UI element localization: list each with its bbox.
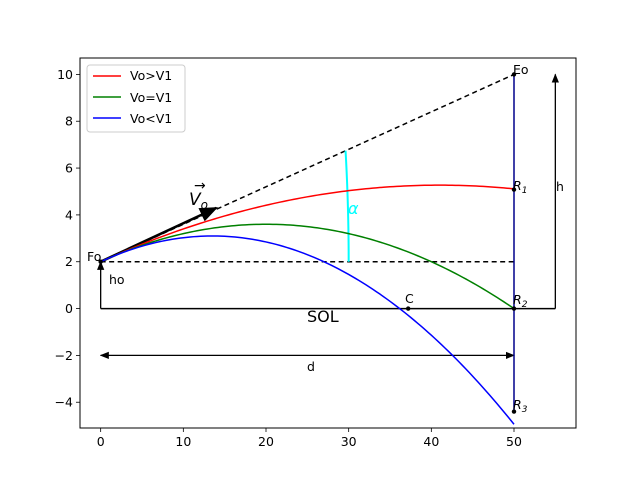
y-axis: −4 −2 0 2 4 6 8 10 (55, 67, 80, 410)
point-r3 (511, 409, 517, 414)
series-line-0 (100, 184, 515, 263)
label-r2-main: R (513, 292, 522, 307)
legend: Vo>V1 Vo=V1 Vo<V1 (86, 64, 186, 133)
legend-label-2: Vo<V1 (130, 111, 172, 126)
x-tick-label: 30 (341, 434, 357, 449)
x-tick-label: 20 (258, 434, 274, 449)
x-tick-label: 50 (506, 434, 522, 449)
label-c: C (405, 291, 414, 306)
label-r2-sub: 2 (522, 300, 528, 310)
label-r2: R2 (513, 292, 528, 310)
point-r1 (511, 187, 517, 192)
legend-box (86, 64, 186, 133)
x-tick-label: 0 (97, 434, 105, 449)
label-h: h (556, 179, 564, 194)
series-line-2 (100, 235, 515, 425)
plot-area (97, 72, 559, 425)
y-tick-label: 4 (65, 207, 73, 222)
y-tick-label: 8 (65, 114, 73, 129)
series-line-1 (100, 223, 515, 310)
label-vo: Vo (189, 190, 208, 212)
label-vo-sub: o (201, 198, 208, 212)
annotation-layer: Fo Eo R1 R2 R3 C h ho d SOL α Vo → (87, 62, 564, 415)
point-fo (98, 259, 103, 264)
label-d: d (307, 359, 315, 374)
x-tick-label: 10 (175, 434, 191, 449)
points-layer (98, 72, 517, 414)
label-vo-main: V (189, 190, 202, 210)
label-r3-main: R (513, 397, 522, 412)
label-r1-main: R (513, 178, 522, 193)
label-vo-arrow: → (194, 178, 206, 194)
point-c (405, 306, 411, 311)
y-tick-label: 2 (65, 254, 73, 269)
y-tick-label: −2 (55, 348, 73, 363)
label-r1: R1 (513, 178, 527, 196)
label-sol: SOL (307, 307, 339, 326)
x-axis: 0 10 20 30 40 50 (97, 428, 522, 449)
angle-arc (344, 150, 350, 262)
label-ho: ho (109, 272, 125, 287)
plot-frame (79, 57, 577, 429)
label-fo: Fo (87, 249, 101, 264)
label-r3-sub: 3 (522, 405, 528, 415)
y-tick-label: 0 (65, 301, 73, 316)
series-layer (100, 184, 515, 425)
point-eo (511, 72, 517, 77)
legend-label-1: Vo=V1 (130, 90, 172, 105)
y-tick-label: 10 (57, 67, 73, 82)
label-r3: R3 (513, 397, 528, 415)
label-alpha: α (348, 199, 359, 218)
guides-layer (97, 73, 559, 412)
y-tick-label: −4 (55, 395, 73, 410)
aim-line (100, 73, 515, 263)
y-tick-label: 6 (65, 161, 73, 176)
label-eo: Eo (513, 62, 529, 77)
x-tick-label: 40 (423, 434, 439, 449)
label-r1-sub: 1 (522, 186, 528, 196)
point-r2 (511, 306, 517, 311)
legend-label-0: Vo>V1 (130, 68, 172, 83)
